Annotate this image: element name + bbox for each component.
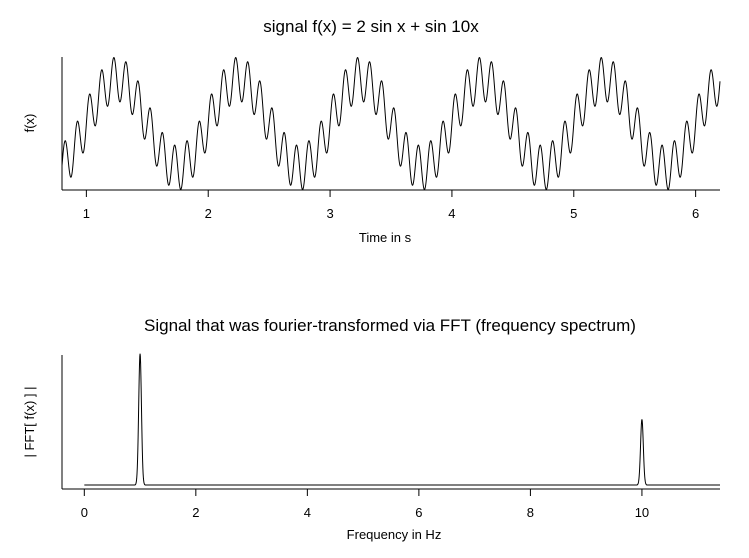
x-axis-label: Time in s bbox=[359, 230, 412, 245]
plot-area: 1 2 3 4 5 6 bbox=[61, 56, 721, 221]
chart-time-signal: signal f(x) = 2 sin x + sin 10x 1 2 3 4 5 6 T… bbox=[22, 17, 721, 245]
x-tick-label: 4 bbox=[304, 505, 311, 520]
series-line bbox=[61, 56, 721, 191]
x-tick-label: 6 bbox=[692, 206, 699, 221]
x-tick-label: 5 bbox=[570, 206, 577, 221]
series-line bbox=[84, 353, 720, 486]
y-axis-label: | FFT[ f(x) ] | bbox=[22, 386, 37, 457]
x-tick-label: 10 bbox=[635, 505, 649, 520]
x-tick-label: 8 bbox=[527, 505, 534, 520]
x-tick-label: 1 bbox=[83, 206, 90, 221]
chart-title: signal f(x) = 2 sin x + sin 10x bbox=[263, 17, 479, 36]
chart-title: Signal that was fourier-transformed via … bbox=[144, 316, 636, 335]
plot-area: 0 2 4 6 8 10 bbox=[61, 353, 720, 520]
x-tick-label: 2 bbox=[205, 206, 212, 221]
x-tick-label: 3 bbox=[326, 206, 333, 221]
x-tick-label: 4 bbox=[448, 206, 455, 221]
y-axis-label: f(x) bbox=[22, 114, 37, 133]
x-tick-label: 6 bbox=[415, 505, 422, 520]
chart-frequency-spectrum: Signal that was fourier-transformed via … bbox=[22, 316, 720, 542]
x-tick-label: 0 bbox=[81, 505, 88, 520]
x-tick-label: 2 bbox=[192, 505, 199, 520]
x-axis-label: Frequency in Hz bbox=[347, 527, 442, 542]
